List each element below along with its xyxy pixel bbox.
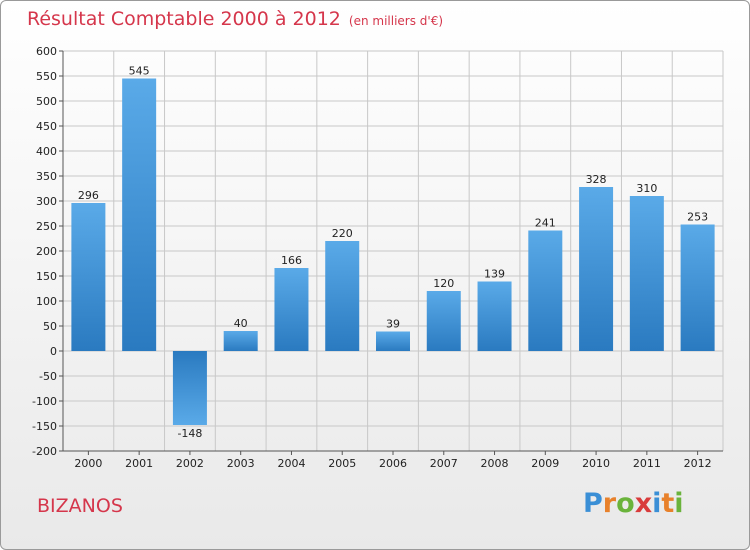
x-tick-label: 2003 [227, 457, 255, 470]
data-label: 296 [78, 189, 99, 202]
bar-2002 [172, 351, 207, 425]
data-label: 166 [281, 254, 302, 267]
bar-2009 [528, 230, 563, 351]
x-tick-label: 2002 [176, 457, 204, 470]
bar-2012 [680, 224, 715, 351]
y-tick-label: -200 [32, 445, 57, 458]
axes: 600550500450400350300250200150100500-50-… [32, 45, 723, 470]
data-label: 328 [586, 173, 607, 186]
logo-letter: i [652, 488, 662, 519]
logo-letter: x [634, 488, 653, 519]
proxiti-logo: Proxiti [583, 488, 684, 519]
y-tick-label: 350 [36, 170, 57, 183]
y-tick-label: -150 [32, 420, 57, 433]
y-tick-label: 300 [36, 195, 57, 208]
bar-2008 [477, 281, 512, 351]
x-tick-label: 2004 [277, 457, 305, 470]
y-tick-label: 400 [36, 145, 57, 158]
bar-2005 [325, 241, 360, 351]
logo-letter: o [616, 488, 635, 519]
chart-title: Résultat Comptable 2000 à 2012 [27, 8, 341, 30]
y-tick-label: 100 [36, 295, 57, 308]
x-tick-label: 2011 [633, 457, 661, 470]
data-label: -148 [177, 427, 202, 440]
x-tick-label: 2000 [74, 457, 102, 470]
data-label: 253 [687, 211, 708, 224]
x-tick-label: 2005 [328, 457, 356, 470]
x-tick-label: 2010 [582, 457, 610, 470]
y-tick-label: 500 [36, 95, 57, 108]
data-label: 120 [433, 277, 454, 290]
grid-lines [62, 50, 724, 452]
bar-2006 [376, 331, 410, 351]
bar-2000 [71, 203, 106, 351]
y-tick-label: 200 [36, 245, 57, 258]
bar-2011 [629, 196, 664, 351]
y-tick-label: 250 [36, 220, 57, 233]
chart-subtitle: (en milliers d'€) [348, 14, 444, 28]
bars [71, 78, 715, 425]
x-tick-label: 2001 [125, 457, 153, 470]
data-label: 310 [636, 182, 657, 195]
data-label: 241 [535, 217, 556, 230]
y-tick-label: -100 [32, 395, 57, 408]
logo-letter: r [602, 488, 617, 519]
data-label: 139 [484, 268, 505, 281]
y-tick-label: 50 [43, 320, 57, 333]
logo-letter: P [583, 488, 603, 519]
x-tick-label: 2012 [684, 457, 712, 470]
bar-2004 [274, 268, 309, 351]
data-label: 39 [386, 318, 400, 331]
x-tick-label: 2009 [531, 457, 559, 470]
x-tick-label: 2006 [379, 457, 407, 470]
x-tick-label: 2008 [481, 457, 509, 470]
title-block: Résultat Comptable 2000 à 2012 (en millie… [27, 8, 443, 30]
y-tick-label: 550 [36, 70, 57, 83]
data-label: 220 [332, 227, 353, 240]
x-tick-label: 2007 [430, 457, 458, 470]
y-tick-label: -50 [39, 370, 57, 383]
y-tick-label: 450 [36, 120, 57, 133]
data-label: 545 [129, 65, 150, 78]
bar-2003 [223, 331, 258, 351]
data-label: 40 [234, 317, 248, 330]
y-tick-label: 0 [50, 345, 57, 358]
bar-2007 [426, 291, 461, 351]
y-tick-label: 150 [36, 270, 57, 283]
logo-letter: i [674, 488, 684, 519]
y-tick-label: 600 [36, 45, 57, 58]
bar-2010 [579, 187, 614, 351]
city-name: BIZANOS [37, 495, 123, 517]
logo-letter: t [661, 488, 675, 519]
bar-2001 [122, 78, 157, 351]
data-labels: 296 545 -148 40 166 220 39 120 139 241 328 310 253 [78, 65, 708, 441]
